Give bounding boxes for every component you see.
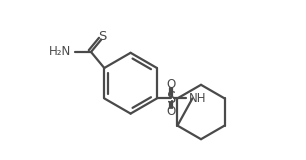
Text: O: O: [166, 105, 176, 118]
Text: S: S: [167, 91, 177, 106]
Text: NH: NH: [188, 92, 206, 105]
Text: O: O: [166, 78, 176, 92]
Text: H₂N: H₂N: [49, 45, 71, 58]
Text: S: S: [98, 30, 106, 43]
